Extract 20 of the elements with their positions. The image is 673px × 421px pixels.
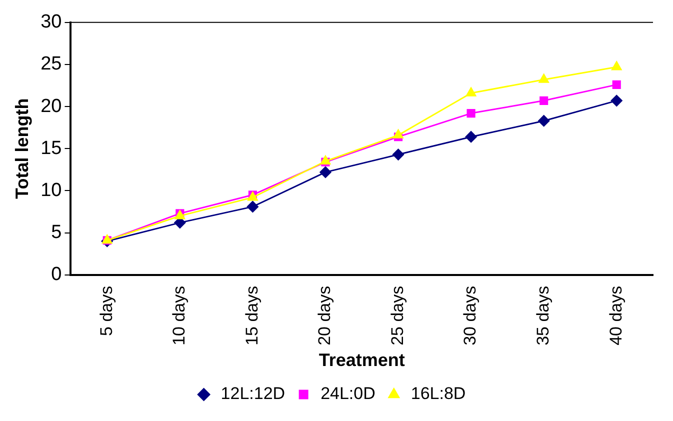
legend-label: 24L:0D <box>320 384 376 404</box>
legend-label: 16L:8D <box>410 384 466 404</box>
y-tick-label: 0 <box>51 264 62 286</box>
x-tick-label: 40 days <box>606 286 626 346</box>
x-tick-label: 20 days <box>315 286 334 346</box>
x-tick-label: 35 days <box>534 286 553 346</box>
x-tick-label: 10 days <box>170 286 189 346</box>
y-tick-label: 20 <box>40 96 62 117</box>
x-tick-label: 15 days <box>242 286 262 346</box>
y-tick-label: 10 <box>40 180 62 201</box>
x-axis-title: Treatment <box>318 350 405 370</box>
y-tick-label: 15 <box>40 138 62 159</box>
y-tick-label: 30 <box>40 12 62 33</box>
legend-label: 12L:12D <box>220 384 286 404</box>
x-tick-label: 5 days <box>96 286 116 336</box>
y-tick-label: 25 <box>40 54 62 75</box>
x-tick-label: 30 days <box>460 286 480 346</box>
x-tick-label: 25 days <box>388 286 407 346</box>
y-tick-label: 5 <box>51 222 62 244</box>
y-axis-title: Total length <box>12 98 32 199</box>
